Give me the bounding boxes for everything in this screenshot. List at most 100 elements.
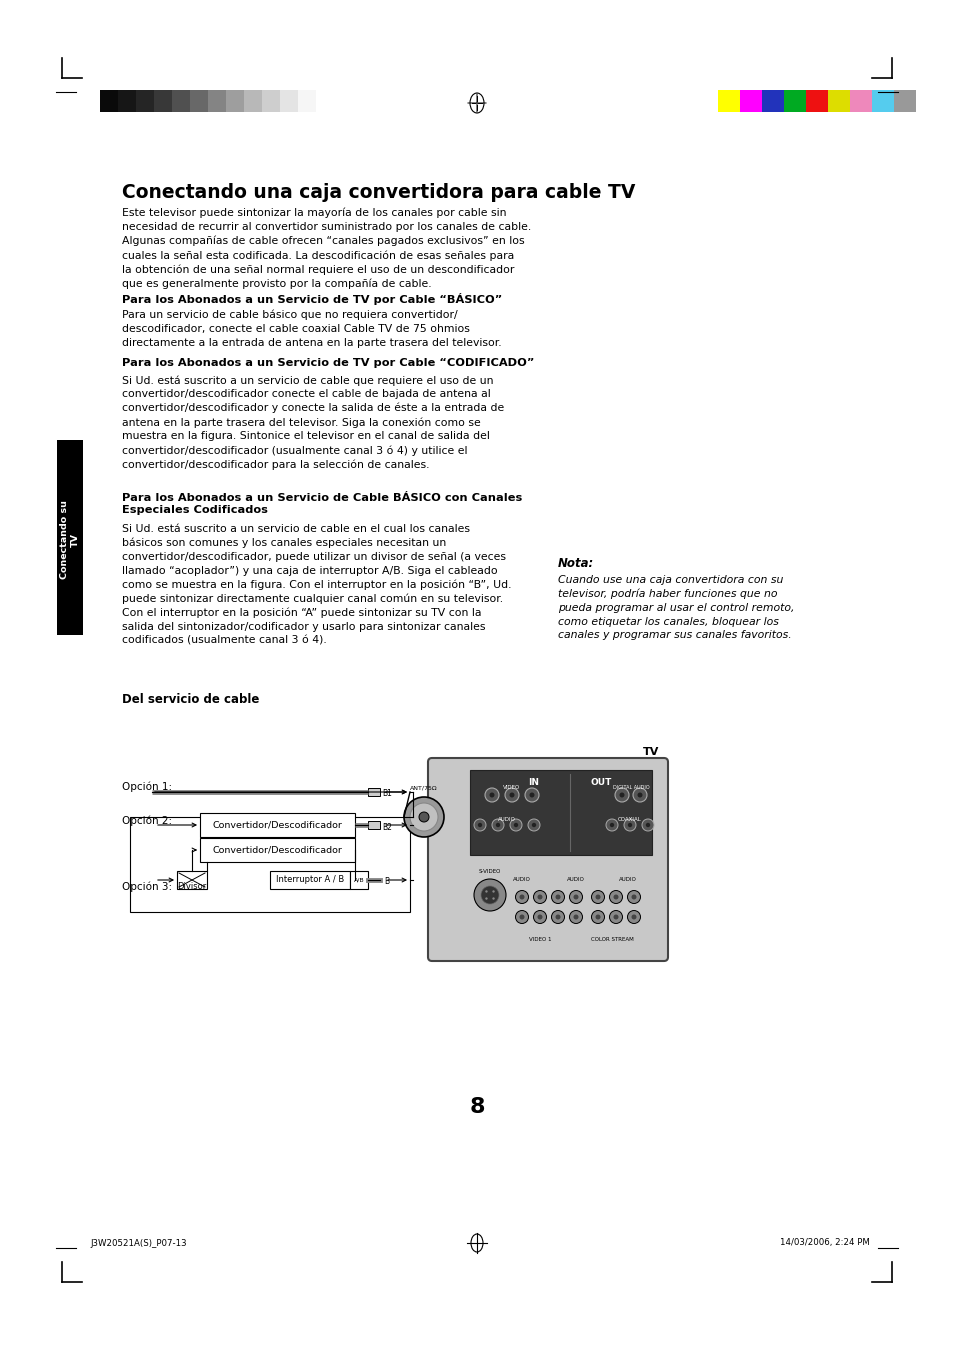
Text: Cuando use una caja convertidora con su
televisor, podría haber funciones que no: Cuando use una caja convertidora con su … <box>558 575 794 640</box>
Bar <box>153 91 172 112</box>
Circle shape <box>627 911 639 924</box>
Circle shape <box>524 787 538 802</box>
Circle shape <box>551 911 564 924</box>
Circle shape <box>492 819 503 831</box>
Circle shape <box>403 797 443 838</box>
Bar <box>57 440 83 635</box>
Bar <box>783 91 805 112</box>
Circle shape <box>613 915 618 920</box>
Text: Para los Abonados a un Servicio de TV por Cable “CODIFICADO”: Para los Abonados a un Servicio de TV po… <box>122 359 534 368</box>
Text: Para los Abonados a un Servicio de TV por Cable “BÁSICO”: Para los Abonados a un Servicio de TV po… <box>122 294 501 304</box>
Circle shape <box>551 890 564 904</box>
Circle shape <box>641 819 654 831</box>
Circle shape <box>418 812 429 823</box>
Text: Si Ud. está suscrito a un servicio de cable en el cual los canales
básicos son c: Si Ud. está suscrito a un servicio de ca… <box>122 524 511 645</box>
Text: Este televisor puede sintonizar la mayoría de los canales por cable sin
necesida: Este televisor puede sintonizar la mayor… <box>122 208 531 290</box>
Circle shape <box>615 787 628 802</box>
Text: 14/03/2006, 2:24 PM: 14/03/2006, 2:24 PM <box>780 1238 869 1247</box>
Text: Para un servicio de cable básico que no requiera convertidor/
descodificador, co: Para un servicio de cable básico que no … <box>122 310 501 348</box>
Text: OUT: OUT <box>590 778 611 787</box>
Bar <box>350 871 368 889</box>
Text: Para los Abonados a un Servicio de Cable BÁSICO con Canales
Especiales Codificad: Para los Abonados a un Servicio de Cable… <box>122 492 521 515</box>
Text: VIDEO 1: VIDEO 1 <box>528 938 551 942</box>
Text: AUDIO: AUDIO <box>566 877 584 882</box>
Bar <box>190 91 208 112</box>
Bar <box>280 91 297 112</box>
Text: AUDIO: AUDIO <box>497 817 516 823</box>
Circle shape <box>496 823 499 827</box>
Circle shape <box>569 911 582 924</box>
Circle shape <box>510 819 521 831</box>
Bar <box>470 770 651 855</box>
Circle shape <box>605 819 618 831</box>
Text: A/B: A/B <box>354 878 364 882</box>
Circle shape <box>485 890 487 893</box>
Text: DIGITAL AUDIO: DIGITAL AUDIO <box>612 785 649 790</box>
Circle shape <box>509 793 514 797</box>
Bar <box>100 91 118 112</box>
Bar <box>718 91 740 112</box>
FancyBboxPatch shape <box>428 758 667 961</box>
Circle shape <box>519 894 524 900</box>
Circle shape <box>569 890 582 904</box>
Text: Divisor: Divisor <box>177 882 207 892</box>
Circle shape <box>485 897 487 900</box>
Text: COLOR STREAM: COLOR STREAM <box>590 938 633 942</box>
Bar <box>368 787 379 796</box>
Bar <box>244 91 262 112</box>
Circle shape <box>484 787 498 802</box>
Text: 8: 8 <box>469 1097 484 1118</box>
Text: B2: B2 <box>381 823 392 832</box>
Bar <box>200 838 355 862</box>
Bar <box>208 91 226 112</box>
Text: Si Ud. está suscrito a un servicio de cable que requiere el uso de un
convertido: Si Ud. está suscrito a un servicio de ca… <box>122 375 504 469</box>
Circle shape <box>410 802 437 831</box>
Circle shape <box>609 911 622 924</box>
Text: B: B <box>384 878 389 886</box>
Circle shape <box>631 894 636 900</box>
Text: Interruptor A / B: Interruptor A / B <box>275 875 344 885</box>
Circle shape <box>623 819 636 831</box>
Bar <box>893 91 915 112</box>
Circle shape <box>591 890 604 904</box>
Circle shape <box>492 890 495 893</box>
Circle shape <box>489 793 494 797</box>
Circle shape <box>637 793 641 797</box>
Bar <box>827 91 849 112</box>
Bar <box>740 91 761 112</box>
Text: ANT/75Ω: ANT/75Ω <box>410 785 437 790</box>
Circle shape <box>474 879 505 911</box>
Circle shape <box>627 823 632 827</box>
Bar <box>177 871 207 889</box>
Circle shape <box>514 823 517 827</box>
Text: COAXIAL: COAXIAL <box>618 817 641 823</box>
Circle shape <box>529 793 534 797</box>
Bar <box>368 821 379 829</box>
Circle shape <box>555 894 560 900</box>
Text: B1: B1 <box>381 790 392 798</box>
Circle shape <box>537 894 542 900</box>
Circle shape <box>633 787 646 802</box>
Bar <box>871 91 893 112</box>
Text: Opción 1:: Opción 1: <box>122 782 172 793</box>
Text: Nota:: Nota: <box>558 557 594 570</box>
Text: Opción 3:: Opción 3: <box>122 882 172 893</box>
Circle shape <box>537 915 542 920</box>
Bar <box>118 91 136 112</box>
Circle shape <box>515 890 528 904</box>
Bar <box>136 91 153 112</box>
Bar <box>270 871 350 889</box>
Bar <box>172 91 190 112</box>
Text: Convertidor/Descodificador: Convertidor/Descodificador <box>212 846 341 855</box>
Text: AUDIO: AUDIO <box>618 877 637 882</box>
Circle shape <box>492 897 495 900</box>
Circle shape <box>480 886 498 904</box>
Text: VIDEO: VIDEO <box>503 785 520 790</box>
Circle shape <box>573 894 578 900</box>
Bar <box>226 91 244 112</box>
Circle shape <box>613 894 618 900</box>
Text: IN: IN <box>528 778 538 787</box>
Circle shape <box>555 915 560 920</box>
Circle shape <box>591 911 604 924</box>
Circle shape <box>609 890 622 904</box>
